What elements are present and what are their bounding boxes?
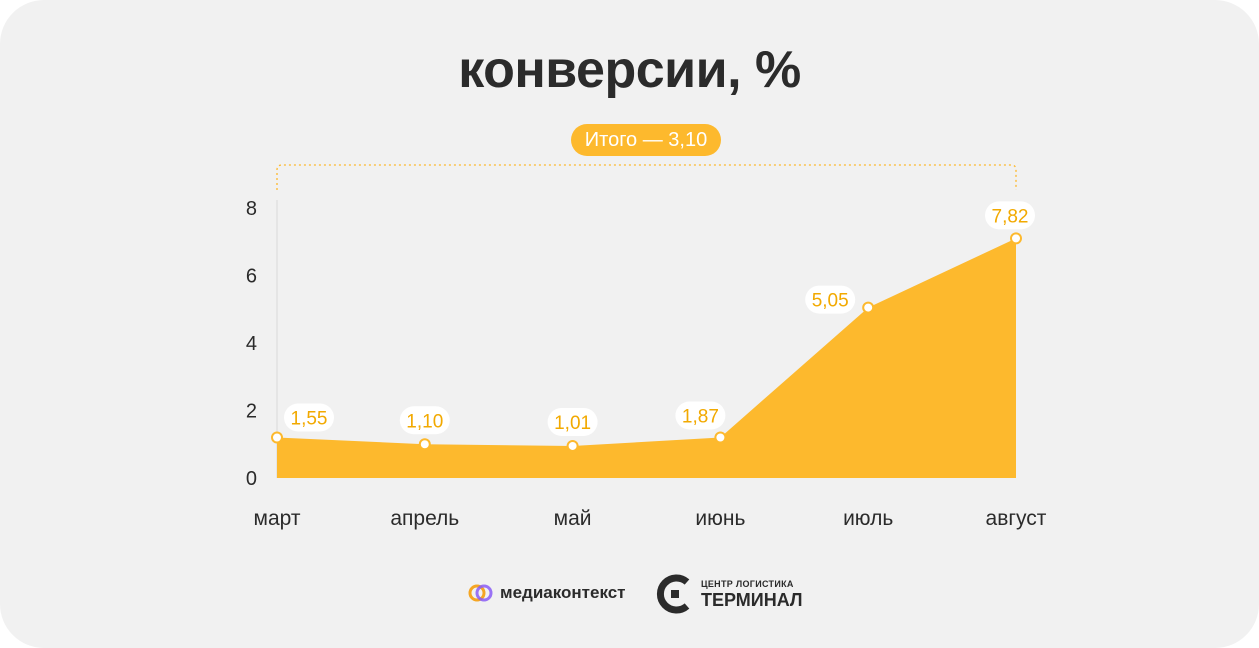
y-tick-label: 6 [246, 266, 257, 288]
x-tick-label: август [986, 507, 1047, 530]
data-label: 1,87 [682, 407, 719, 428]
data-label: 1,55 [291, 409, 328, 430]
data-point [566, 439, 579, 452]
data-point [1010, 232, 1022, 245]
x-tick-label: март [254, 507, 301, 530]
x-tick-label: июнь [695, 507, 745, 530]
mediacontext-rings-icon [468, 584, 493, 602]
terminal-name: ТЕРМИНАЛ [701, 589, 803, 610]
data-label-pill [399, 406, 450, 435]
y-tick-label: 4 [246, 333, 257, 355]
chart-title: конверсии, % [458, 41, 801, 99]
data-label-pill [547, 407, 598, 436]
data-label: 7,82 [992, 206, 1029, 227]
total-badge: Итого — 3,10 [571, 124, 721, 156]
data-point [418, 438, 431, 451]
terminal-c-icon [656, 574, 690, 614]
y-axis-ticks: 0 2 4 6 8 [246, 198, 257, 490]
footer-logos: медиаконтекст ЦЕНТР ЛОГИСТИКА ТЕРМИНАЛ [0, 570, 1259, 620]
x-tick-label: май [554, 507, 592, 530]
terminal-subtitle: ЦЕНТР ЛОГИСТИКА [701, 578, 794, 589]
data-point [714, 431, 727, 444]
data-label: 1,10 [406, 411, 443, 432]
data-points [271, 232, 1022, 452]
data-point [862, 301, 875, 314]
area-fill [277, 238, 1016, 478]
mediacontext-logo: медиаконтекст [468, 580, 626, 606]
terminal-logo: ЦЕНТР ЛОГИСТИКА ТЕРМИНАЛ [655, 572, 803, 616]
data-label: 1,01 [554, 413, 591, 434]
y-tick-label: 8 [246, 198, 257, 220]
data-label-pill [284, 403, 334, 432]
y-tick-label: 2 [246, 401, 257, 423]
x-tick-label: июль [843, 507, 893, 530]
mediacontext-name: медиаконтекст [500, 583, 626, 602]
x-axis-ticks: март апрель май июнь июль август [254, 507, 1047, 530]
area-series [277, 238, 1016, 478]
total-bracket [276, 164, 1017, 190]
data-label-pill [985, 201, 1035, 230]
x-tick-label: апрель [390, 507, 459, 530]
data-label-pill [805, 285, 856, 314]
data-label: 5,05 [812, 291, 849, 312]
data-label-pill [675, 401, 726, 430]
y-tick-label: 0 [246, 468, 257, 490]
data-point [271, 431, 283, 444]
data-labels: 1,55 1,10 1,01 1,87 5,05 7,82 [284, 201, 1035, 436]
